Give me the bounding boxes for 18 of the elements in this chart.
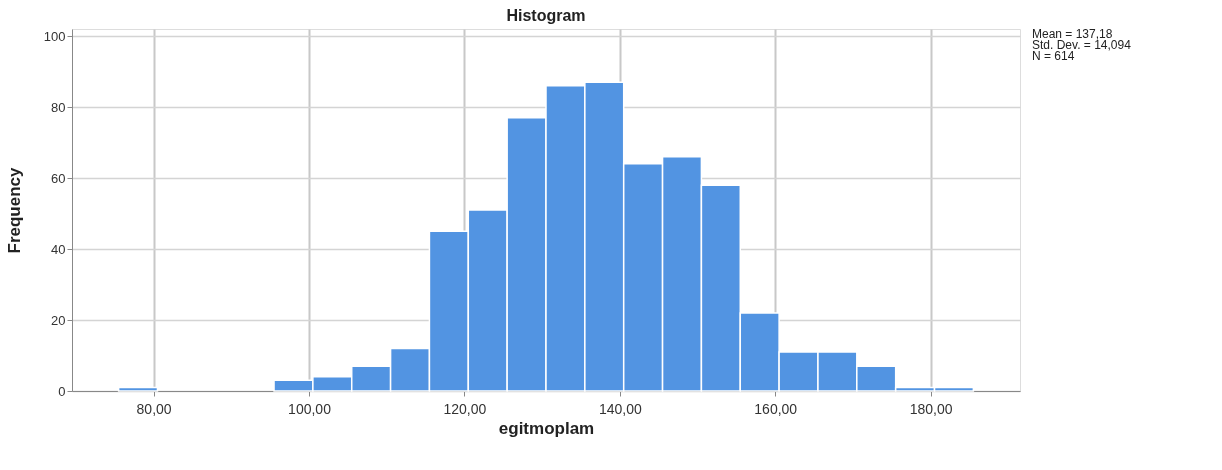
text: N = 614 [1032,49,1075,63]
y-tick-label: 100 [43,28,66,44]
x-tick-label: 180,00 [909,400,953,417]
text: Mean = 137,18 [1032,27,1113,41]
chart-title: Histogram [506,7,586,24]
text: Std. Dev. = 14,094 [1032,38,1132,52]
x-tick-label: 160,00 [754,400,798,417]
y-tick-label: 80 [51,99,66,115]
y-tick-label: 60 [51,170,66,186]
y-tick-label: 0 [58,383,66,399]
y-tick-label: 40 [51,241,66,257]
x-tick-label: 100,00 [288,400,332,417]
x-tick-label: 80,00 [136,400,172,417]
x-tick-label: 140,00 [598,400,642,417]
x-tick-label: 120,00 [443,400,487,417]
x-axis-title: egitmoplam [498,418,595,438]
y-tick-label: 20 [51,312,66,328]
y-axis-title: Frequency [4,166,24,254]
